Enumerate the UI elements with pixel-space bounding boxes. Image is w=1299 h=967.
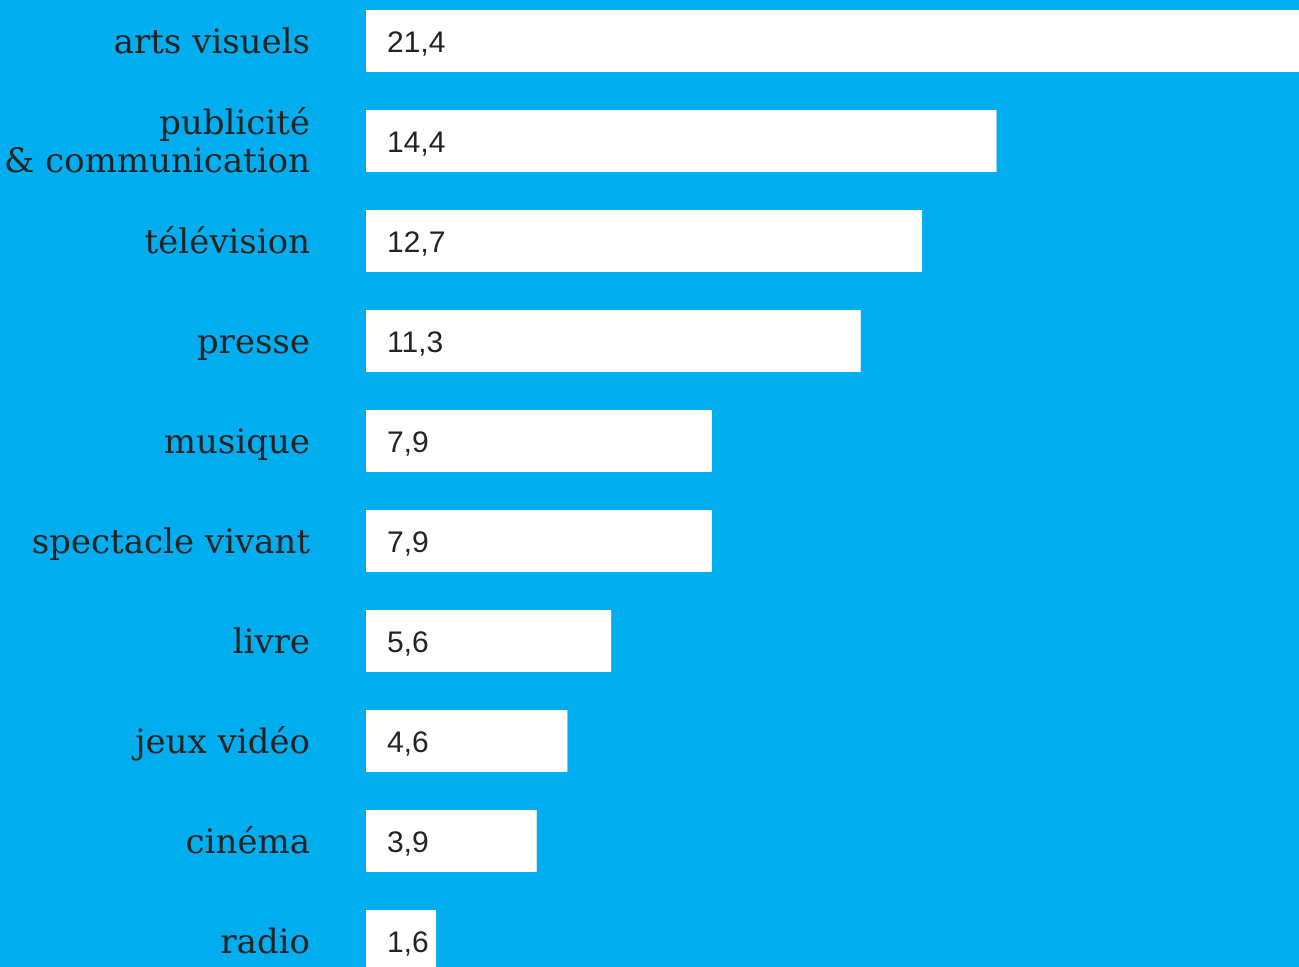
bar-television [366, 210, 923, 272]
category-label-line: presse [197, 322, 310, 362]
bar-jeux-video [366, 710, 568, 772]
value-label-spectacle-vivant: 7,9 [387, 526, 429, 559]
category-label-line: télévision [144, 222, 310, 262]
category-label-livre: livre [233, 622, 310, 662]
value-label-television: 12,7 [387, 226, 445, 259]
value-label-cinema: 3,9 [387, 826, 429, 859]
category-label-television: télévision [144, 222, 310, 262]
category-label-line: musique [164, 422, 310, 462]
category-label-musique: musique [164, 422, 310, 462]
category-label-line: spectacle vivant [32, 522, 311, 562]
category-label-publicite-and-communication: publicité & communication [4, 103, 310, 181]
category-label-arts-visuels: arts visuels [114, 22, 310, 62]
category-label-line: & communication [4, 141, 310, 181]
category-label-line: cinéma [186, 822, 310, 862]
category-label-jeux-video: jeux vidéo [131, 722, 310, 762]
category-label-line: jeux vidéo [131, 722, 310, 762]
value-label-livre: 5,6 [387, 626, 429, 659]
category-label-line: publicité [159, 103, 310, 143]
bar-presse [366, 310, 861, 372]
bar-cinema [366, 810, 537, 872]
bar-musique [366, 410, 712, 472]
bar-radio [366, 910, 437, 967]
category-label-spectacle-vivant: spectacle vivant [32, 522, 311, 562]
bar-spectacle-vivant [366, 510, 712, 572]
bar-publicite-and-communication [366, 110, 997, 172]
category-label-presse: presse [197, 322, 310, 362]
category-label-line: radio [220, 922, 310, 962]
value-label-presse: 11,3 [387, 326, 443, 359]
category-label-cinema: cinéma [186, 822, 310, 862]
value-label-jeux-video: 4,6 [387, 726, 429, 759]
category-label-radio: radio [220, 922, 310, 962]
value-label-radio: 1,6 [387, 926, 429, 959]
value-label-musique: 7,9 [387, 426, 429, 459]
category-label-line: livre [233, 622, 310, 662]
value-label-publicite-and-communication: 14,4 [387, 126, 445, 159]
bar-livre [366, 610, 612, 672]
category-label-line: arts visuels [114, 22, 310, 62]
value-label-arts-visuels: 21,4 [387, 26, 445, 59]
bar-arts-visuels [366, 10, 1299, 72]
